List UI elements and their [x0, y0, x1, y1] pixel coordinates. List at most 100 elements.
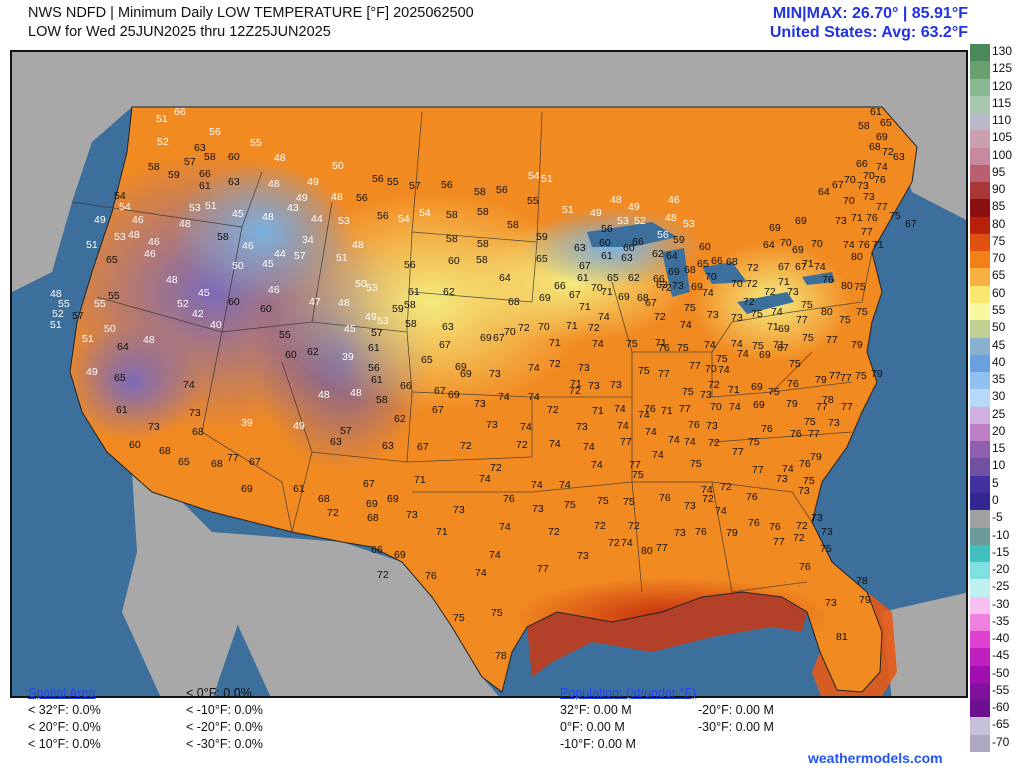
temperature-value-label: 72: [327, 507, 339, 519]
temperature-value-label: 60: [623, 242, 635, 254]
temperature-value-label: 75: [491, 607, 503, 619]
temperature-value-label: 76: [858, 239, 870, 251]
color-scale-segment: [970, 423, 990, 442]
temperature-value-label: 64: [818, 186, 830, 198]
temperature-value-label: 67: [434, 385, 446, 397]
credit-link[interactable]: weathermodels.com: [808, 750, 943, 766]
color-scale-segment: [970, 631, 990, 649]
temperature-value-label: 66: [856, 158, 868, 170]
color-scale-label: -15: [992, 544, 1010, 559]
temperature-value-label: 74: [731, 338, 743, 350]
color-scale-segment: [970, 648, 990, 667]
temperature-value-label: 71: [579, 301, 591, 313]
temperature-value-label: 78: [856, 575, 868, 587]
color-scale-label: 25: [992, 406, 1006, 421]
temperature-value-label: 68: [869, 141, 881, 153]
temperature-value-label: 55: [250, 137, 262, 149]
temperature-value-label: 52: [634, 215, 646, 227]
temperature-value-label: 70: [844, 174, 856, 186]
temperature-value-label: 61: [368, 342, 380, 354]
temperature-value-label: 75: [889, 210, 901, 222]
temperature-value-label: 75: [684, 302, 696, 314]
color-scale-segment: [970, 492, 990, 511]
temperature-value-label: 64: [666, 250, 678, 262]
temperature-value-label: 74: [583, 441, 595, 453]
temperature-value-label: 71: [436, 526, 448, 538]
temperature-map[interactable]: 51 66 52 56 55 63 58 57 60 58 59 66 61 63 48 50 48 49 49 48…: [10, 50, 968, 698]
temperature-value-label: 61: [601, 250, 613, 262]
temperature-value-label: 57: [340, 425, 352, 437]
temperature-value-label: 75: [638, 365, 650, 377]
temperature-value-label: 51: [205, 200, 217, 212]
temperature-value-label: 70: [504, 326, 516, 338]
temperature-value-label: 46: [144, 248, 156, 260]
temperature-value-label: 72: [702, 493, 714, 505]
temperature-value-label: 73: [148, 421, 160, 433]
temperature-value-label: 74: [528, 391, 540, 403]
temperature-value-label: 71: [773, 339, 785, 351]
temperature-value-label: 73: [489, 368, 501, 380]
temperature-value-label: 67: [832, 179, 844, 191]
temperature-value-label: 53: [338, 215, 350, 227]
temperature-value-label: 72: [746, 278, 758, 290]
temperature-value-label: 74: [876, 161, 888, 173]
temperature-value-label: 69: [778, 323, 790, 335]
color-scale-segment: [970, 372, 990, 390]
temperature-value-label: 53: [683, 218, 695, 230]
temperature-value-label: 48: [318, 389, 330, 401]
temperature-value-label: 44: [274, 248, 286, 260]
temperature-value-label: 79: [726, 527, 738, 539]
minmax-readout: MIN|MAX: 26.70° | 85.91°F: [772, 5, 968, 22]
temperature-value-label: 60: [699, 241, 711, 253]
temperature-value-label: 74: [814, 261, 826, 273]
temperature-value-label: 69: [448, 389, 460, 401]
color-scale-segment: [970, 579, 990, 598]
color-scale-segment: [970, 251, 990, 269]
temperature-value-label: 77: [841, 401, 853, 413]
temperature-value-label: 74: [684, 436, 696, 448]
temperature-value-label: 77: [773, 536, 785, 548]
temperature-value-label: 58: [476, 254, 488, 266]
temperature-value-label: 66: [400, 380, 412, 392]
temperature-value-label: 40: [210, 319, 222, 331]
temperature-value-label: 73: [577, 550, 589, 562]
temperature-value-label: 49: [293, 420, 305, 432]
temperature-value-label: 72: [569, 385, 581, 397]
temperature-value-label: 77: [829, 370, 841, 382]
temperature-value-label: 49: [86, 366, 98, 378]
temperature-value-label: 58: [507, 219, 519, 231]
temperature-value-label: 45: [344, 323, 356, 335]
temperature-value-label: 68: [508, 296, 520, 308]
temperature-value-label: 71: [872, 239, 884, 251]
temperature-value-label: 74: [718, 364, 730, 376]
temperature-value-label: 73: [576, 421, 588, 433]
temperature-value-label: 58: [217, 231, 229, 243]
temperature-value-label: 74: [498, 391, 510, 403]
temperature-value-label: 67: [432, 404, 444, 416]
temperature-value-label: 70: [811, 238, 823, 250]
temperature-value-label: 70: [843, 195, 855, 207]
temperature-value-label: 77: [629, 459, 641, 471]
population-stat: -20°F: 0.00 M: [698, 703, 774, 717]
temperature-value-label: 73: [684, 500, 696, 512]
temperature-value-label: 56: [209, 126, 221, 138]
color-scale-label: -10: [992, 527, 1010, 542]
temperature-value-label: 76: [799, 458, 811, 470]
temperature-value-label: 73: [700, 389, 712, 401]
temperature-value-label: 63: [228, 176, 240, 188]
temperature-value-label: 51: [82, 333, 94, 345]
temperature-value-label: 73: [532, 503, 544, 515]
temperature-value-label: 76: [761, 423, 773, 435]
temperature-value-label: 45: [262, 258, 274, 270]
temperature-value-label: 46: [242, 240, 254, 252]
temperature-value-label: 67: [569, 289, 581, 301]
temperature-value-label: 69: [455, 361, 467, 373]
temperature-value-label: 66: [371, 544, 383, 556]
color-scale-label: 70: [992, 251, 1006, 266]
temperature-value-label: 53: [377, 315, 389, 327]
temperature-value-label: 77: [658, 368, 670, 380]
temperature-value-label: 62: [628, 272, 640, 284]
temperature-value-label: 56: [441, 179, 453, 191]
temperature-value-label: 64: [117, 341, 129, 353]
temperature-value-label: 46: [668, 194, 680, 206]
